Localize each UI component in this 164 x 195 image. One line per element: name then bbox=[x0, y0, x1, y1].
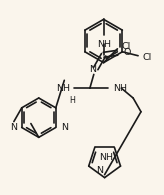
Text: NH: NH bbox=[97, 40, 111, 49]
Text: Cl: Cl bbox=[142, 53, 151, 62]
Text: N: N bbox=[10, 123, 17, 132]
Text: H: H bbox=[69, 96, 75, 105]
Text: O: O bbox=[123, 48, 131, 57]
Text: N: N bbox=[96, 166, 103, 175]
Text: NH: NH bbox=[99, 153, 113, 162]
Text: N: N bbox=[89, 65, 96, 74]
Text: NH: NH bbox=[113, 84, 127, 93]
Text: N: N bbox=[61, 123, 68, 132]
Text: Cl: Cl bbox=[121, 42, 131, 51]
Text: NH: NH bbox=[56, 84, 70, 93]
